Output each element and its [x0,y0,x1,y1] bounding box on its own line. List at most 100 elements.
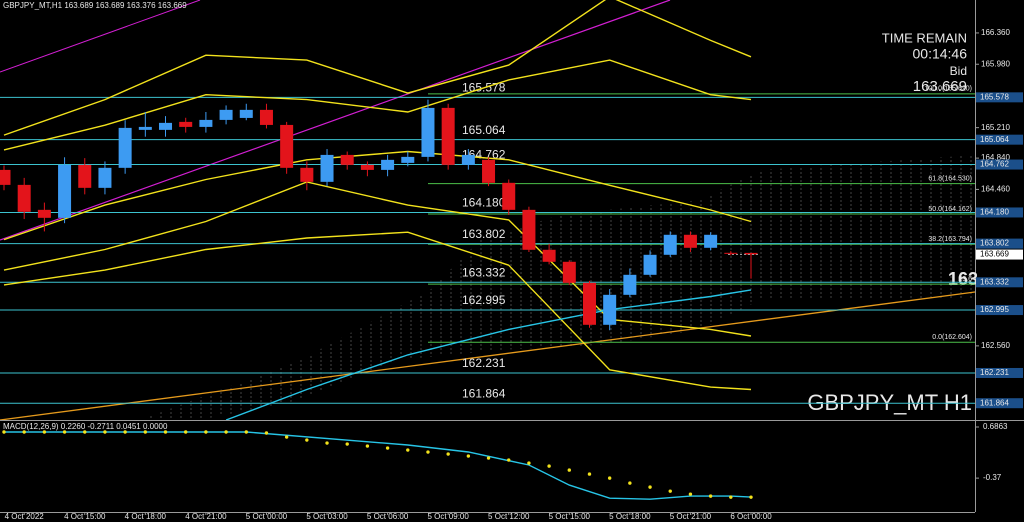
macd-signal-dot [628,481,632,485]
level-price-box [976,207,1023,218]
macd-signal-dot [668,489,672,493]
candle-body [683,234,697,248]
fib-label: 38.2(163.794) [928,236,972,243]
macd-signal-dot [103,430,107,434]
level-price-box [976,398,1023,409]
candle-body [582,282,596,325]
level-label: 163.802 [462,227,506,241]
macd-signal-dot [527,461,531,465]
x-tick-label: 4 Oct 21:00 [185,512,227,521]
macd-signal-dot [365,444,370,448]
candle-body [482,159,496,183]
candle-body [623,274,637,295]
indicator-line [3,150,752,241]
candle-body [98,167,112,188]
candle-body [643,254,657,275]
macd-signal-dot [62,430,67,434]
level-price-label: 164.180 [980,208,1009,217]
time-remain: 00:14:46 [913,46,968,62]
candle-body [663,234,677,255]
macd-signal-dot [547,464,551,468]
level-label: 162.995 [462,293,506,307]
macd-signal-dot [729,495,733,499]
x-tick-label: 4 Oct 2022 [5,512,45,521]
macd-signal-dot [486,456,491,460]
macd-label: MACD(12,26,9) 0.2260 -0.2711 0.0451 0.00… [3,422,168,431]
candle-body [401,156,415,163]
x-tick-label: 5 Oct 09:00 [427,512,469,521]
candle-body [320,154,334,182]
fib-label: 100.0(165.620) [925,86,972,93]
macd-signal-dot [587,472,592,476]
macd-signal-dot [42,430,47,434]
y-tick-label: 164.460 [981,185,1010,194]
level-price-label: 165.064 [980,135,1009,144]
level-price-box [976,134,1023,145]
x-tick-label: 4 Oct 18:00 [125,512,167,521]
candle-body [441,107,455,165]
fib-label: 23.6 [958,276,972,283]
level-price-box [976,159,1023,170]
candle-body [562,261,576,283]
candle-body [159,122,173,130]
symbol-header: GBPJPY_MT,H1 163.689 163.689 163.376 163… [3,1,187,10]
macd-signal-dot [83,430,87,434]
decorations [0,0,975,420]
macd-signal-dot [224,430,228,434]
candle-body [219,109,233,120]
fib-label: 50.0(164.162) [928,206,972,213]
trend-channel [0,0,201,73]
candle-body [744,252,758,255]
macd-signal-dot [325,441,329,445]
macd-panel [2,430,753,500]
x-tick-label: 5 Oct 18:00 [609,512,651,521]
macd-y-tick-label: -0.37 [983,473,1002,482]
level-price-box [976,277,1023,288]
fib-label: 61.8(164.530) [928,175,972,182]
candle-body [542,249,556,262]
macd-signal-dot [2,430,6,434]
macd-signal-dot [264,431,269,435]
level-price-box [976,238,1023,249]
level-label: 163.332 [462,265,506,279]
x-tick-label: 5 Oct 12:00 [488,512,530,521]
level-label: 162.231 [462,356,506,370]
macd-signal-dot [708,494,713,498]
x-tick-label: 6 Oct 00:00 [730,512,772,521]
candle-body [502,182,516,210]
level-price-box [976,305,1023,316]
candle-body [381,159,395,170]
macd-signal-dot [244,430,248,434]
macd-signal-dot [345,442,349,446]
time-remain-label: TIME REMAIN [882,30,967,45]
candle-body [280,124,294,168]
bid-label: Bid [950,64,967,78]
cloud [140,155,975,420]
macd-signal-dot [204,430,208,434]
trend-channel [0,0,671,241]
level-label: 161.864 [462,386,506,400]
candle-body [421,107,435,157]
level-price-label: 165.578 [980,92,1009,101]
x-tick-label: 5 Oct 21:00 [670,512,712,521]
level-price-label: 163.802 [980,239,1009,248]
bid-price-box [976,249,1023,260]
level-price-box [976,367,1023,378]
candle-body [461,154,475,165]
macd-signal-dot [688,492,693,496]
macd-signal-dot [163,430,168,434]
level-price-label: 161.864 [980,398,1009,407]
macd-y-tick-label: 0.6863 [983,422,1008,431]
candle-body [78,164,92,188]
macd-line [4,431,752,500]
candle-body [0,169,11,185]
macd-signal-dot [466,454,471,458]
level-price-label: 162.231 [980,368,1009,377]
y-tick-label: 166.360 [981,28,1010,37]
candle-body [58,164,72,218]
level-price-label: 163.332 [980,277,1009,286]
watermark: GBPJPY_MT H1 [807,390,972,415]
macd-signal-dot [446,452,450,456]
x-tick-label: 5 Oct 00:00 [246,512,288,521]
